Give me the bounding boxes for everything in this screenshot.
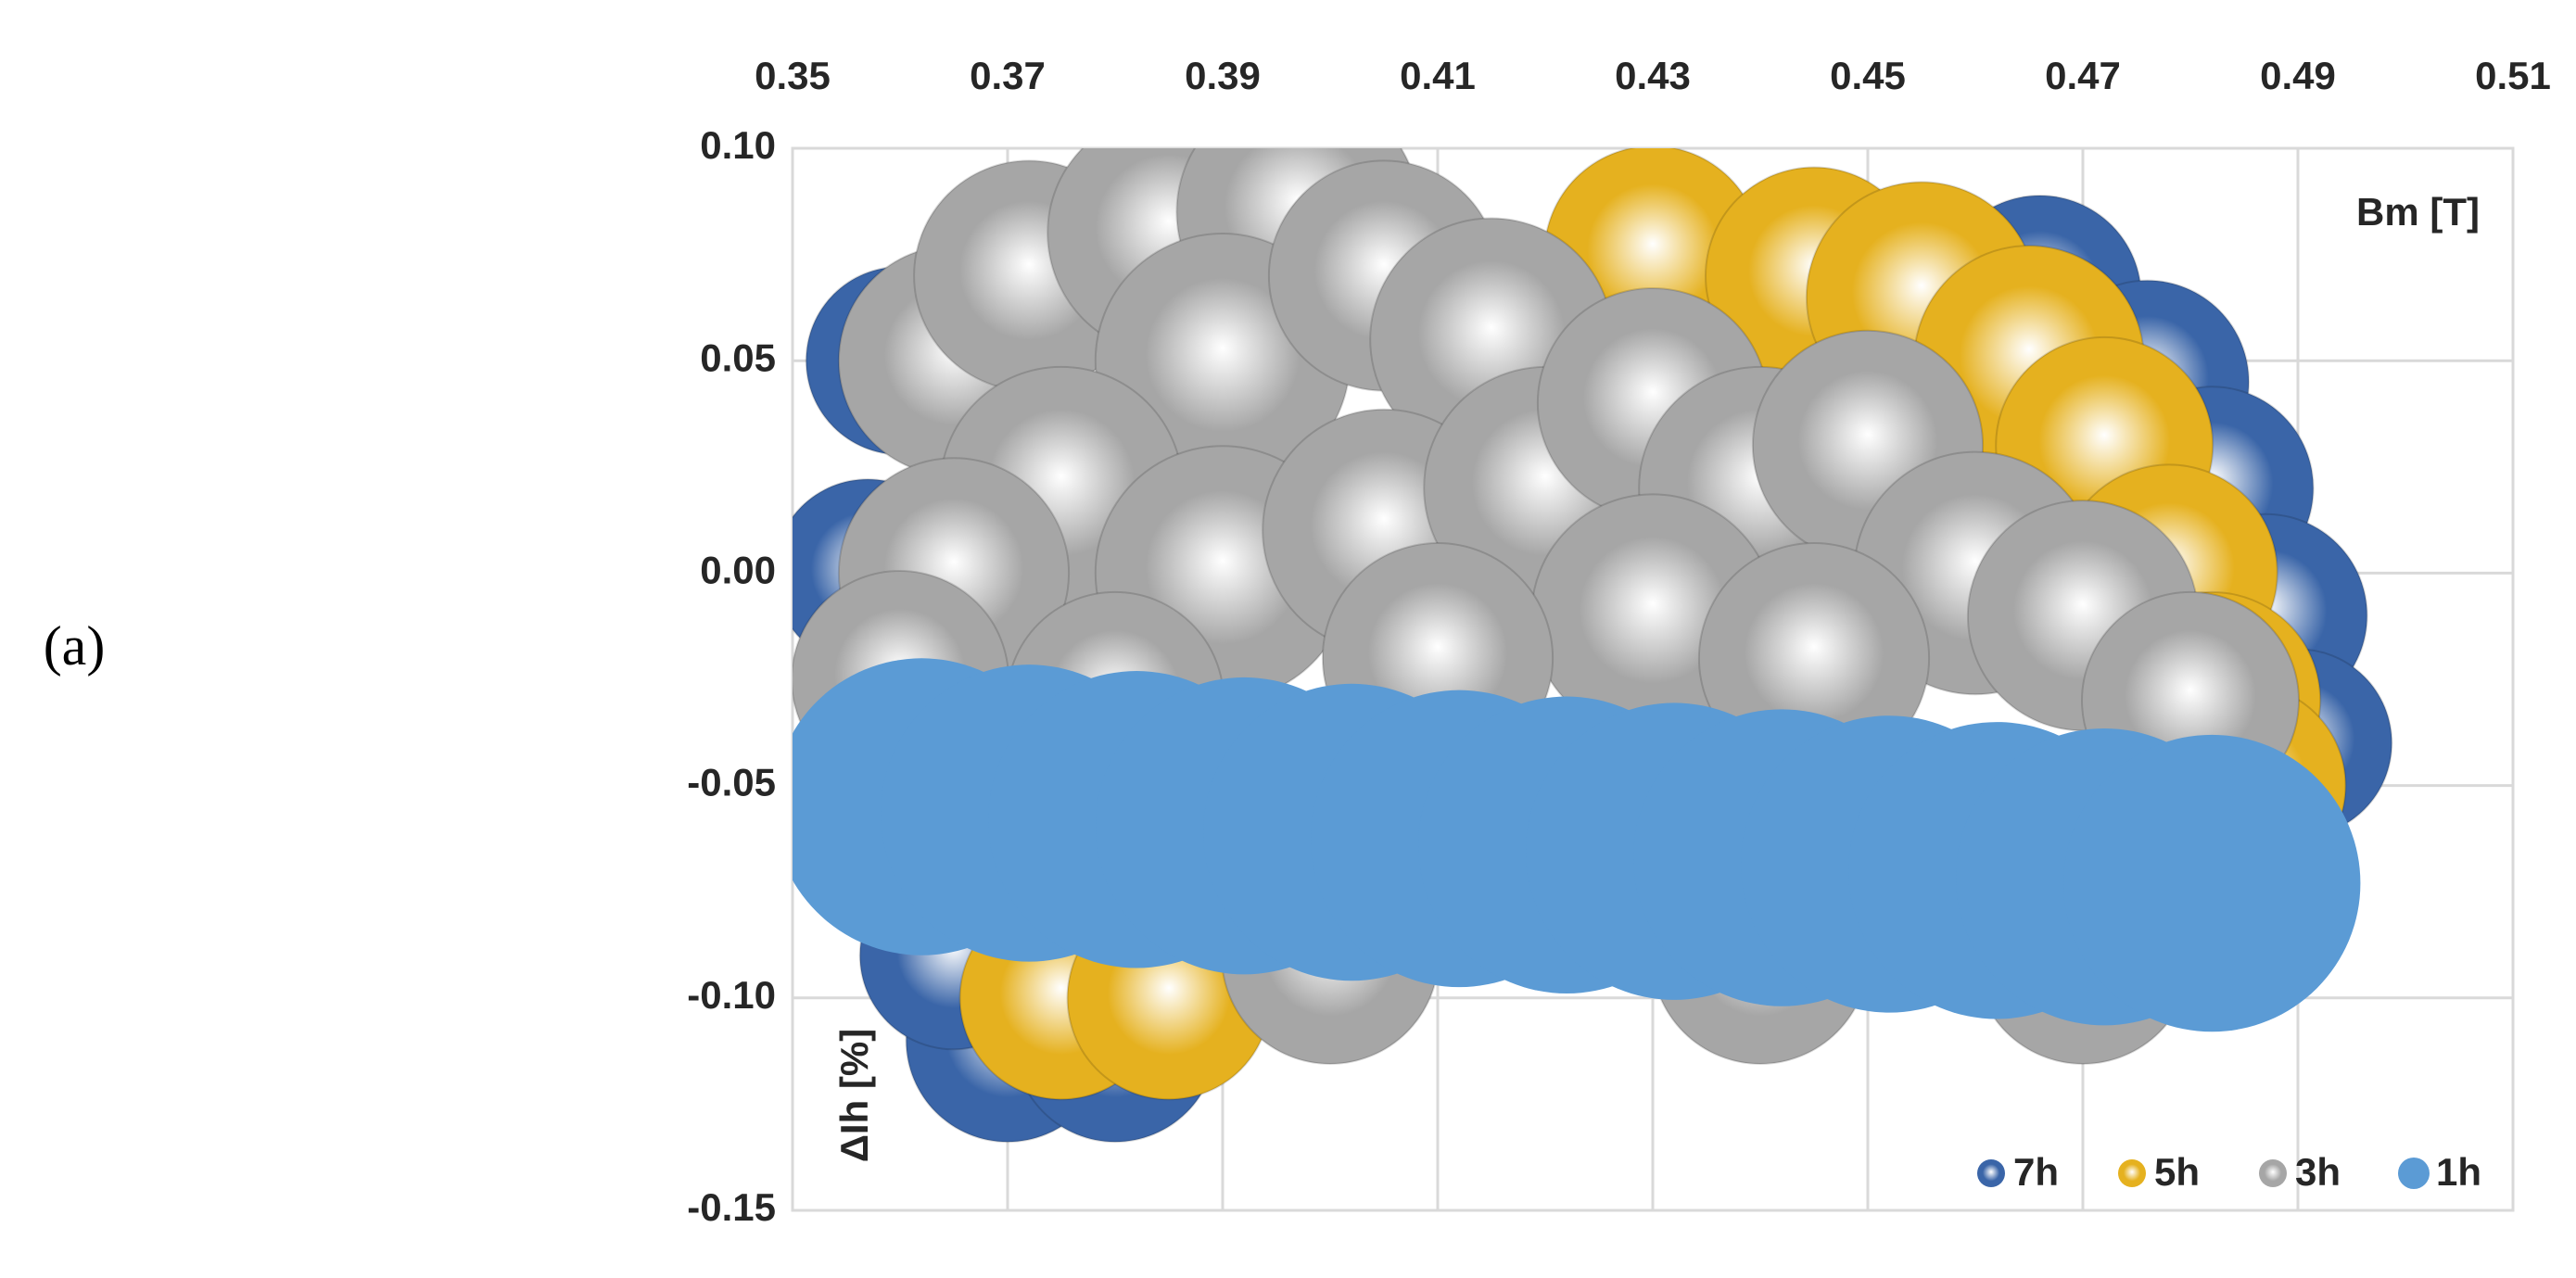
x-tick-label: 0.37	[970, 54, 1046, 97]
y-tick-label: 0.05	[700, 335, 776, 379]
x-tick-label: 0.45	[1830, 54, 1906, 97]
legend-marker	[2259, 1159, 2287, 1187]
legend-label: 5h	[2154, 1150, 2200, 1194]
legend-label: 3h	[2295, 1150, 2341, 1194]
x-tick-label: 0.49	[2260, 54, 2336, 97]
x-tick-label: 0.43	[1615, 54, 1691, 97]
bubble	[2062, 734, 2361, 1032]
x-tick-label: 0.41	[1400, 54, 1476, 97]
y-tick-label: 0.00	[700, 548, 776, 591]
y-tick-label: -0.10	[687, 973, 776, 1017]
x-axis-title: Bm [T]	[2356, 190, 2480, 234]
legend-marker	[1977, 1159, 2005, 1187]
x-tick-label: 0.51	[2475, 54, 2551, 97]
y-tick-label: -0.15	[687, 1185, 776, 1229]
x-tick-label: 0.39	[1185, 54, 1261, 97]
y-tick-label: -0.05	[687, 761, 776, 804]
legend-marker	[2118, 1159, 2146, 1187]
y-tick-label: 0.10	[700, 123, 776, 167]
legend-label: 1h	[2436, 1150, 2481, 1194]
y-axis-title: ΔIh [%]	[832, 1029, 876, 1163]
plot	[793, 148, 2393, 1144]
x-tick-label: 0.47	[2045, 54, 2121, 97]
x-tick-label: 0.35	[755, 54, 831, 97]
panel-label: (a)	[44, 615, 106, 677]
legend-label: 7h	[2013, 1150, 2059, 1194]
legend-marker	[2398, 1158, 2430, 1189]
